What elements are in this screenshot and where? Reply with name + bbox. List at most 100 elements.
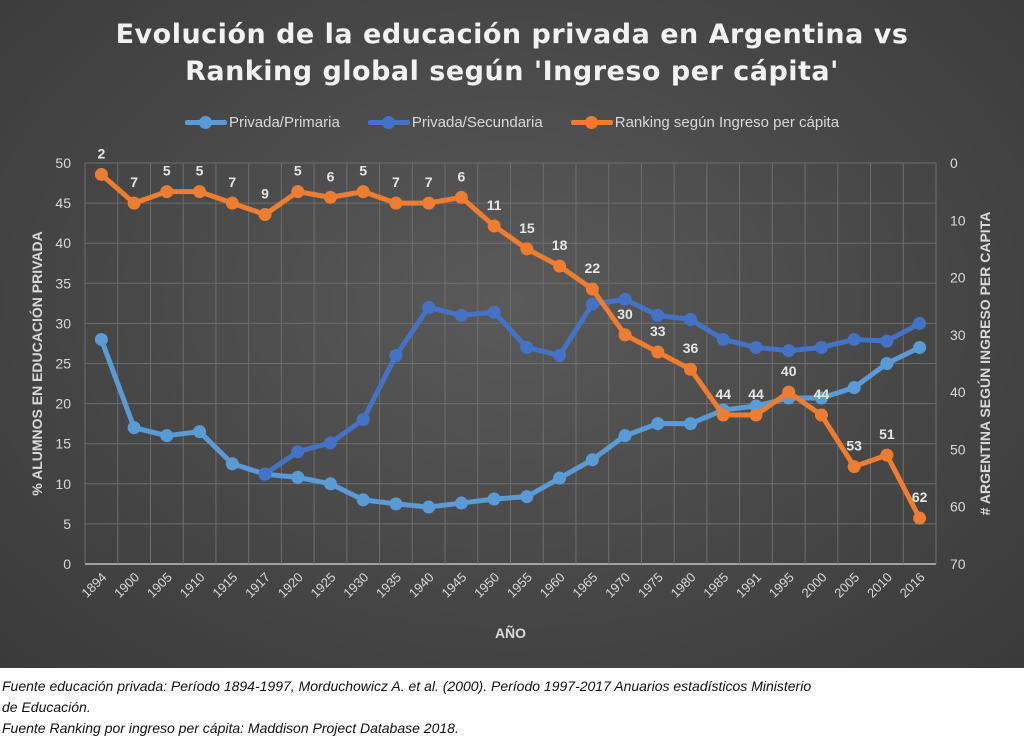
y-left-tick-label: 50	[55, 155, 71, 171]
data-point	[160, 429, 174, 443]
data-point	[651, 308, 665, 322]
data-point	[454, 496, 468, 510]
data-point	[716, 332, 730, 346]
data-point	[323, 190, 337, 204]
data-point	[585, 282, 599, 296]
data-label: 53	[846, 438, 862, 454]
title-line-1: Evolución de la educación privada en Arg…	[115, 19, 909, 50]
data-label: 15	[519, 220, 535, 236]
data-point	[782, 385, 796, 399]
source-line-1: Fuente educación privada: Período 1894-1…	[2, 678, 812, 694]
data-point	[94, 332, 108, 346]
y-right-tick-label: 60	[950, 499, 966, 515]
data-point	[749, 399, 763, 413]
x-tick-label: 1955	[504, 570, 535, 601]
x-tick-label: 1917	[242, 570, 273, 601]
data-label: 30	[617, 306, 633, 322]
x-tick-label: 1991	[733, 570, 764, 601]
data-point	[814, 340, 828, 354]
data-point	[553, 259, 567, 273]
data-point	[356, 413, 370, 427]
y-right-tick-label: 30	[950, 327, 966, 343]
x-tick-label: 1980	[668, 570, 699, 601]
x-tick-label: 1920	[275, 570, 306, 601]
y-left-tick-label: 25	[55, 356, 71, 372]
data-point	[520, 490, 534, 504]
data-point	[847, 460, 861, 474]
data-point	[716, 408, 730, 422]
data-label: 44	[748, 386, 764, 402]
x-tick-label: 1925	[308, 570, 339, 601]
data-point	[127, 196, 141, 210]
data-point	[880, 357, 894, 370]
x-tick-label: 2005	[831, 570, 862, 601]
x-tick-label: 1910	[177, 570, 208, 601]
legend-swatch	[570, 116, 613, 129]
legend-swatch	[367, 116, 410, 129]
data-label: 9	[261, 186, 269, 202]
data-label: 5	[163, 163, 171, 179]
x-tick-label: 1975	[635, 570, 666, 601]
data-point	[880, 334, 894, 348]
data-label: 33	[650, 323, 666, 339]
data-point	[94, 167, 108, 181]
x-tick-label: 1915	[209, 570, 240, 601]
y-right-tick-label: 40	[950, 384, 966, 400]
data-point	[814, 391, 828, 405]
chart: 0 5 10 15 20 25 30 35 40 45 50 0 10 20 30 40 50 60 70 1894 1…	[0, 0, 1024, 668]
data-point	[225, 196, 239, 210]
data-label: 2	[97, 145, 105, 161]
data-point	[913, 511, 927, 525]
data-point	[193, 185, 207, 199]
y-left-tick-label: 5	[63, 516, 71, 532]
data-point	[487, 492, 501, 506]
data-point	[749, 340, 763, 354]
y-left-tick-label: 40	[55, 235, 71, 251]
data-point	[651, 345, 665, 359]
data-label: 44	[715, 386, 731, 402]
x-tick-label: 1945	[438, 570, 469, 601]
data-point	[422, 300, 436, 314]
data-point	[553, 348, 567, 362]
y-right-tick-label: 70	[950, 556, 966, 572]
data-point	[323, 477, 337, 491]
data-point	[454, 190, 468, 204]
data-point	[258, 208, 272, 222]
data-point	[651, 417, 665, 431]
data-point	[291, 470, 305, 484]
x-tick-label: 1930	[340, 570, 371, 601]
chart-title: Evolución de la educación privada en Arg…	[0, 16, 1024, 90]
x-tick-label: 1970	[602, 570, 633, 601]
x-tick-label: 1985	[700, 570, 731, 601]
data-point	[356, 493, 370, 507]
legend-swatch	[184, 116, 227, 129]
data-label: 7	[130, 174, 138, 190]
data-point	[749, 408, 763, 422]
data-label: 62	[912, 489, 928, 505]
legend-item-ranking: Ranking según Ingreso per cápita	[570, 114, 839, 131]
data-label: 11	[487, 197, 502, 213]
x-tick-label: 1960	[537, 570, 568, 601]
data-label: 7	[425, 174, 433, 190]
data-label: 5	[359, 163, 367, 179]
data-point	[389, 497, 403, 511]
y-left-tick-label: 30	[55, 315, 71, 331]
data-point	[585, 453, 599, 467]
data-point	[356, 185, 370, 199]
data-label: 36	[683, 340, 699, 356]
data-label: 7	[228, 174, 236, 190]
x-tick-label: 1894	[78, 570, 109, 601]
x-axis-title: AÑO	[495, 624, 526, 641]
data-point	[913, 340, 927, 354]
x-tick-label: 1995	[766, 570, 797, 601]
x-tick-label: 1950	[471, 570, 502, 601]
data-label: 6	[458, 168, 466, 184]
data-point	[389, 348, 403, 362]
data-point	[160, 185, 174, 199]
y-left-tick-label: 20	[55, 396, 71, 412]
data-point	[847, 332, 861, 346]
data-point	[422, 500, 436, 514]
data-point	[684, 417, 698, 431]
data-point	[684, 362, 698, 376]
y-right-axis-title: # ARGENTINA SEGÚN INGRESO PER CAPITA	[976, 212, 993, 516]
